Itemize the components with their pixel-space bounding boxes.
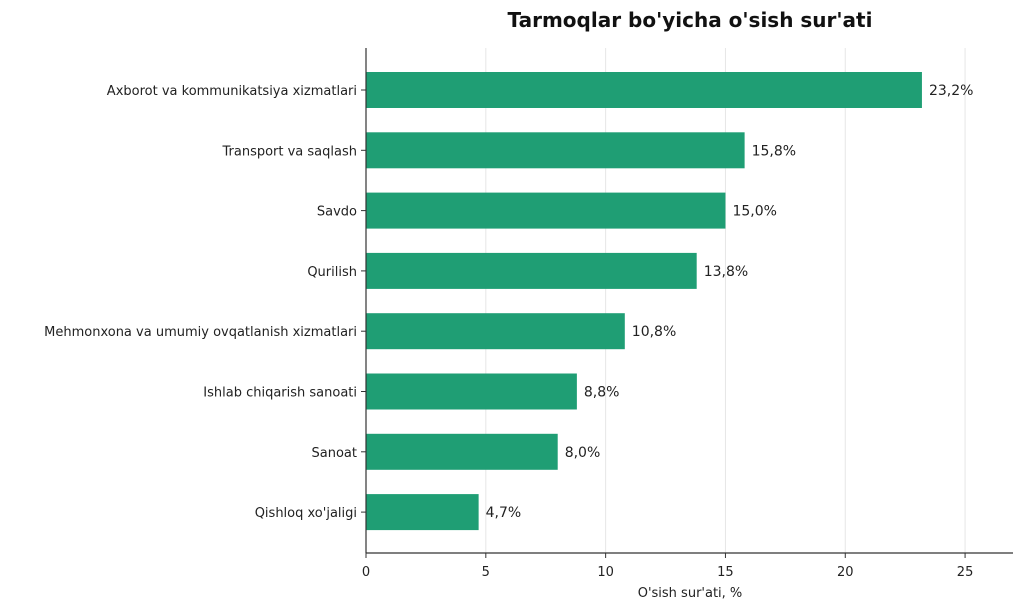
value-label: 10,8% [632,324,676,340]
bar [366,373,577,410]
value-label: 15,8% [752,143,796,159]
x-tick-label: 20 [837,565,854,580]
x-tick-label: 0 [362,565,370,580]
chart-title: Tarmoqlar bo'yicha o'sish sur'ati [508,8,873,32]
bar [366,494,479,531]
x-tick-label: 10 [597,565,614,580]
category-labels: Axborot va kommunikatsiya xizmatlari Tran… [44,84,357,521]
category-label: Savdo [317,205,357,220]
bar [366,313,625,350]
x-axis-title: O'sish sur'ati, % [638,586,743,601]
category-label: Transport va saqlash [221,144,357,159]
value-label: 15,0% [732,204,776,220]
category-label: Qishloq xo'jaligi [255,506,357,521]
x-tick-label: 5 [482,565,490,580]
value-label: 8,8% [584,385,620,401]
bar [366,192,726,229]
bar [366,72,922,108]
value-labels: 23,2% 15,8% 15,0% 13,8% 10,8% 8,8% 8,0% 4,7% [486,83,974,521]
category-label: Sanoat [312,446,357,461]
bar [366,433,558,470]
bar [366,132,745,169]
category-label: Axborot va kommunikatsiya xizmatlari [107,84,357,99]
x-tick-label: 15 [717,565,734,580]
bars [366,72,922,531]
bar [366,252,697,289]
x-tick-label: 25 [957,565,974,580]
value-label: 13,8% [704,264,748,280]
category-label: Ishlab chiqarish sanoati [203,386,357,401]
category-label: Mehmonxona va umumiy ovqatlanish xizmatl… [44,325,357,340]
axes [361,48,1013,554]
x-ticks: 0 5 10 15 20 25 [362,553,973,580]
value-label: 23,2% [929,83,973,99]
category-label: Qurilish [307,265,357,280]
gridlines [365,48,966,553]
value-label: 4,7% [486,505,522,521]
value-label: 8,0% [565,445,601,461]
